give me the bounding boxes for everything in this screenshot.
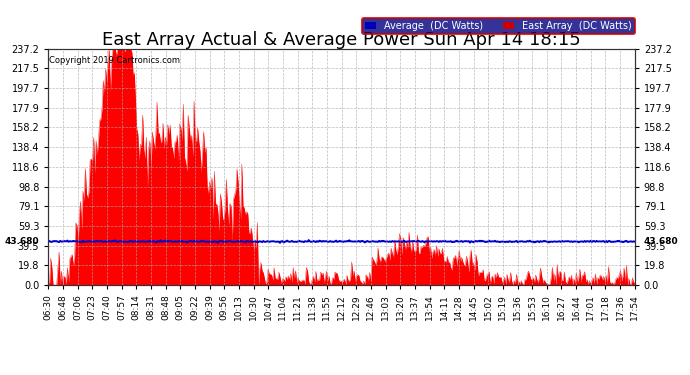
Text: 43.680: 43.680 [644,237,678,246]
Text: Copyright 2019 Cartronics.com: Copyright 2019 Cartronics.com [50,56,181,65]
Title: East Array Actual & Average Power Sun Apr 14 18:15: East Array Actual & Average Power Sun Ap… [102,31,581,49]
Text: 43.680: 43.680 [5,237,39,246]
Legend: Average  (DC Watts), East Array  (DC Watts): Average (DC Watts), East Array (DC Watts… [362,18,635,34]
